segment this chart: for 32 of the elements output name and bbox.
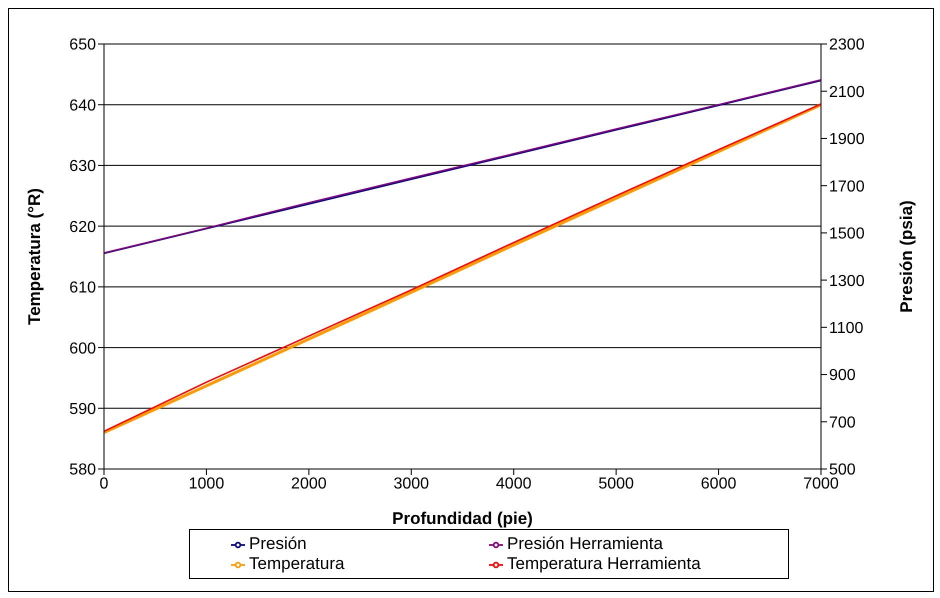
y2-tick-label: 2100: [829, 84, 865, 101]
y-tick-label: 610: [69, 280, 96, 297]
x-tick-label: 3000: [393, 475, 430, 492]
y2-tick-label: 2300: [829, 36, 865, 54]
y-tick-label: 630: [69, 158, 96, 176]
x-tick-label: 4000: [496, 475, 532, 492]
y2-tick-label: 1700: [829, 178, 865, 196]
x-tick-label: 5000: [598, 475, 634, 492]
y-axis-title: Temperatura (°R): [25, 188, 44, 325]
y2-tick-label: 1100: [829, 320, 864, 338]
legend-label: Presión Herramienta: [507, 534, 664, 554]
x-tick-label: 0: [100, 475, 109, 492]
legend-label: Presión: [249, 534, 308, 554]
x-tick-label: 2000: [291, 475, 327, 492]
x-tick-label: 7000: [803, 475, 839, 492]
y-tick-label: 590: [69, 400, 96, 418]
legend-label: Temperatura Herramienta: [507, 554, 702, 574]
y-tick-label: 650: [69, 36, 96, 54]
y-tick-label: 580: [69, 462, 96, 479]
x-axis-title: Profundidad (pie): [392, 509, 533, 528]
legend-label: Temperatura: [249, 554, 346, 574]
y2-tick-label: 900: [829, 367, 856, 384]
x-tick-label: 6000: [700, 475, 736, 492]
y2-tick-label: 1900: [829, 131, 865, 148]
y-tick-label: 640: [69, 97, 96, 114]
y-tick-label: 620: [69, 218, 96, 236]
y2-axis-title: Presión (psia): [897, 200, 916, 313]
y-tick-label: 600: [69, 340, 96, 358]
y2-tick-label: 700: [829, 414, 856, 432]
y2-tick-label: 1300: [829, 272, 865, 290]
y2-tick-label: 1500: [829, 226, 865, 243]
x-tick-label: 1000: [188, 475, 224, 492]
